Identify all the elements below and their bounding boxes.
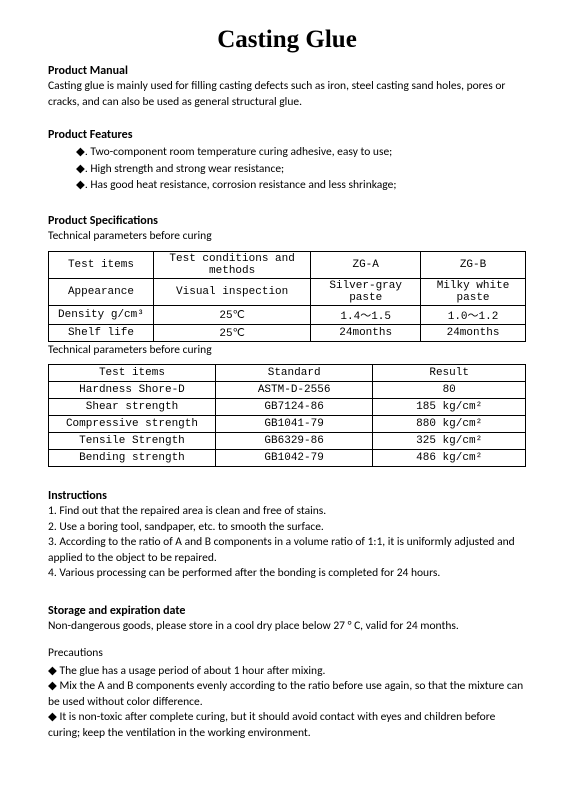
instructions-block: 1. Find out that the repaired area is cl… <box>48 504 526 582</box>
storage-block: Non-dangerous goods, please store in a c… <box>48 619 526 635</box>
feature-text: . Has good heat resistance, corrosion re… <box>85 178 397 192</box>
table-cell: GB1041-79 <box>215 416 372 433</box>
table-header: ZG-A <box>311 251 421 278</box>
table-header: Result <box>373 365 526 382</box>
table-cell: 325 kg/cm² <box>373 433 526 450</box>
instruction-line: 2. Use a boring tool, sandpaper, etc. to… <box>48 520 526 536</box>
diamond-icon: ◆ <box>76 163 85 175</box>
page-title: Casting Glue <box>48 26 526 54</box>
precaution-item: ◆ The glue has a usage period of about 1… <box>48 664 526 680</box>
table-row: Compressive strength GB1041-79 880 kg/cm… <box>49 416 526 433</box>
table-cell: 880 kg/cm² <box>373 416 526 433</box>
table-cell: 25℃ <box>153 324 310 341</box>
table-cell: GB7124-86 <box>215 399 372 416</box>
table-cell: Shelf life <box>49 324 154 341</box>
precaution-item: ◆ Mix the A and B components evenly acco… <box>48 679 526 710</box>
diamond-icon: ◆ <box>48 680 57 692</box>
manual-text: Casting glue is mainly used for filling … <box>48 79 526 110</box>
table-cell: 1.4～1.5 <box>311 305 421 324</box>
table-cell: GB6329-86 <box>215 433 372 450</box>
table-cell: 25℃ <box>153 305 310 324</box>
precaution-text: It is non-toxic after complete curing, b… <box>48 710 495 740</box>
table-cell: Hardness Shore-D <box>49 382 216 399</box>
table-cell: Visual inspection <box>153 278 310 305</box>
table-row: Density g/cm³ 25℃ 1.4～1.5 1.0～1.2 <box>49 305 526 324</box>
instructions-heading: Instructions <box>48 489 526 503</box>
table-row: Shelf life 25℃ 24months 24months <box>49 324 526 341</box>
table-row: Shear strength GB7124-86 185 kg/cm² <box>49 399 526 416</box>
table-row: Appearance Visual inspection Silver-gray… <box>49 278 526 305</box>
features-heading: Product Features <box>48 128 526 142</box>
table-cell: 80 <box>373 382 526 399</box>
storage-text: Non-dangerous goods, please store in a c… <box>48 619 526 635</box>
specs-heading: Product Specifications <box>48 214 526 228</box>
feature-text: . High strength and strong wear resistan… <box>85 162 284 176</box>
table-cell: GB1042-79 <box>215 450 372 467</box>
table-cell: 24months <box>421 324 526 341</box>
table-before-curing: Test items Test conditions and methods Z… <box>48 251 526 342</box>
table-cell: 185 kg/cm² <box>373 399 526 416</box>
manual-heading: Product Manual <box>48 64 526 78</box>
table-cell: Milky white paste <box>421 278 526 305</box>
document-page: Casting Glue Product Manual Casting glue… <box>0 0 574 799</box>
table-header: Test items <box>49 251 154 278</box>
precautions-block: ◆ The glue has a usage period of about 1… <box>48 664 526 742</box>
table-row: Test items Standard Result <box>49 365 526 382</box>
diamond-icon: ◆ <box>76 179 85 191</box>
table-cell: Tensile Strength <box>49 433 216 450</box>
table-cell: Shear strength <box>49 399 216 416</box>
storage-heading: Storage and expiration date <box>48 604 526 618</box>
table-cell: Appearance <box>49 278 154 305</box>
diamond-icon: ◆ <box>76 146 85 158</box>
table-row: Tensile Strength GB6329-86 325 kg/cm² <box>49 433 526 450</box>
diamond-icon: ◆ <box>48 665 57 677</box>
precautions-heading: Precautions <box>48 646 526 662</box>
table-cell: Compressive strength <box>49 416 216 433</box>
table-cell: 1.0～1.2 <box>421 305 526 324</box>
feature-text: . Two-component room temperature curing … <box>85 145 392 159</box>
table-cell: 486 kg/cm² <box>373 450 526 467</box>
specs-subhead-1: Technical parameters before curing <box>48 229 526 245</box>
list-item: ◆. Two-component room temperature curing… <box>76 144 526 161</box>
precaution-text: The glue has a usage period of about 1 h… <box>57 664 326 678</box>
table-header: Test conditions and methods <box>153 251 310 278</box>
instruction-line: 4. Various processing can be performed a… <box>48 566 526 582</box>
table-cell: ASTM-D-2556 <box>215 382 372 399</box>
precaution-text: Mix the A and B components evenly accord… <box>48 679 523 709</box>
instruction-line: 3. According to the ratio of A and B com… <box>48 535 526 566</box>
diamond-icon: ◆ <box>48 711 57 723</box>
table-cell: Silver-gray paste <box>311 278 421 305</box>
table-row: Bending strength GB1042-79 486 kg/cm² <box>49 450 526 467</box>
list-item: ◆. High strength and strong wear resista… <box>76 161 526 178</box>
table-header: ZG-B <box>421 251 526 278</box>
table-header: Test items <box>49 365 216 382</box>
precaution-item: ◆ It is non-toxic after complete curing,… <box>48 710 526 741</box>
table-row: Test items Test conditions and methods Z… <box>49 251 526 278</box>
table-header: Standard <box>215 365 372 382</box>
instruction-line: 1. Find out that the repaired area is cl… <box>48 504 526 520</box>
table-cell: Density g/cm³ <box>49 305 154 324</box>
specs-subhead-2: Technical parameters before curing <box>48 343 526 359</box>
features-list: ◆. Two-component room temperature curing… <box>48 144 526 194</box>
table-cell: Bending strength <box>49 450 216 467</box>
table-after-curing: Test items Standard Result Hardness Shor… <box>48 364 526 467</box>
table-row: Hardness Shore-D ASTM-D-2556 80 <box>49 382 526 399</box>
table-cell: 24months <box>311 324 421 341</box>
list-item: ◆. Has good heat resistance, corrosion r… <box>76 177 526 194</box>
